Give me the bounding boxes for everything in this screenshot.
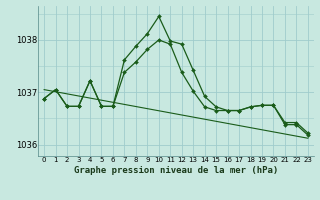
X-axis label: Graphe pression niveau de la mer (hPa): Graphe pression niveau de la mer (hPa) bbox=[74, 166, 278, 175]
